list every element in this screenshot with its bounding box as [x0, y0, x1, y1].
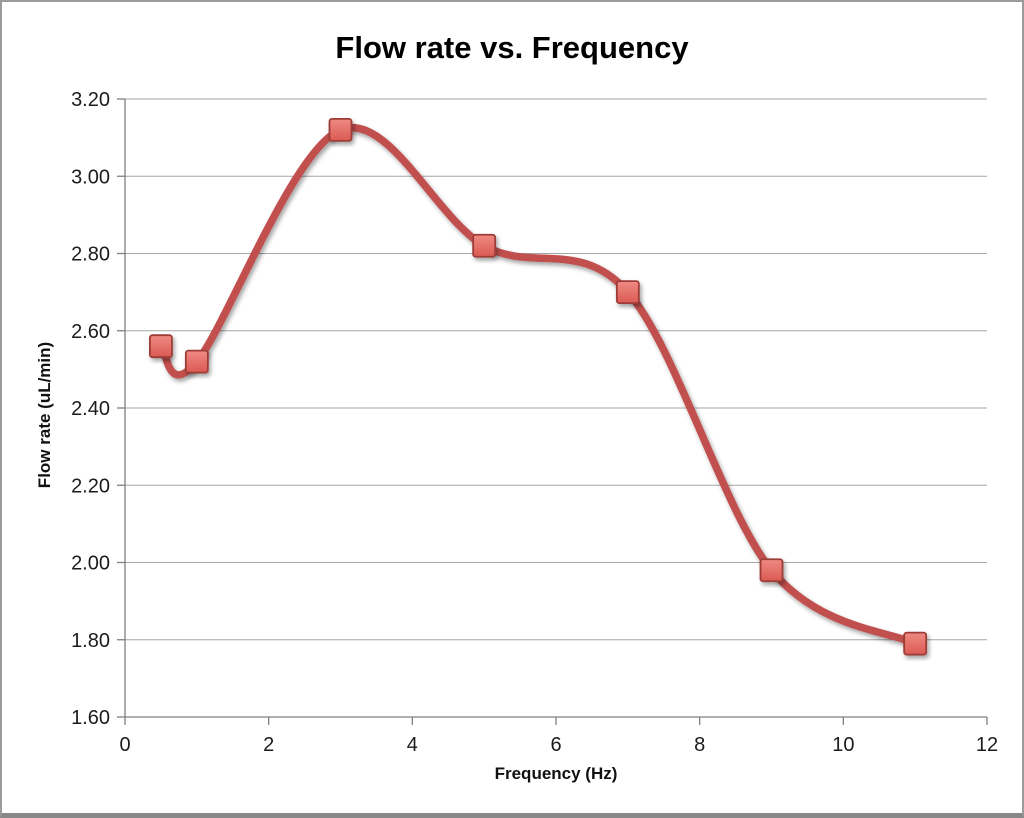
x-tick-label: 2 [263, 734, 274, 756]
data-point-marker [184, 349, 209, 374]
data-point-marker [472, 233, 497, 258]
chart-title: Flow rate vs. Frequency [335, 30, 689, 65]
x-tick-label: 12 [976, 734, 998, 756]
y-tick-label: 2.40 [71, 398, 110, 420]
data-point-marker [149, 334, 173, 359]
x-tick-label: 8 [694, 734, 705, 756]
y-tick-label: 2.20 [71, 475, 110, 497]
y-tick-label: 3.20 [71, 89, 110, 111]
y-tick-label: 2.80 [71, 244, 110, 266]
x-tick-label: 10 [832, 734, 854, 756]
y-tick-label: 3.00 [71, 166, 110, 188]
y-axis-title: Flow rate (uL/min) [35, 341, 54, 489]
series-line [157, 123, 919, 648]
y-tick-label: 1.60 [71, 707, 110, 729]
y-tick-label: 2.60 [71, 321, 110, 343]
x-tick-label: 0 [119, 734, 130, 756]
data-point-marker [759, 558, 784, 583]
y-tick-label: 2.00 [71, 553, 110, 575]
data-point-marker [903, 631, 928, 656]
data-point-marker [328, 118, 353, 142]
y-tick-label: 1.80 [71, 630, 110, 652]
data-point-marker [615, 280, 640, 305]
x-axis-title: Frequency (Hz) [494, 764, 618, 783]
x-tick-label: 4 [407, 734, 418, 756]
x-tick-label: 6 [550, 734, 561, 756]
